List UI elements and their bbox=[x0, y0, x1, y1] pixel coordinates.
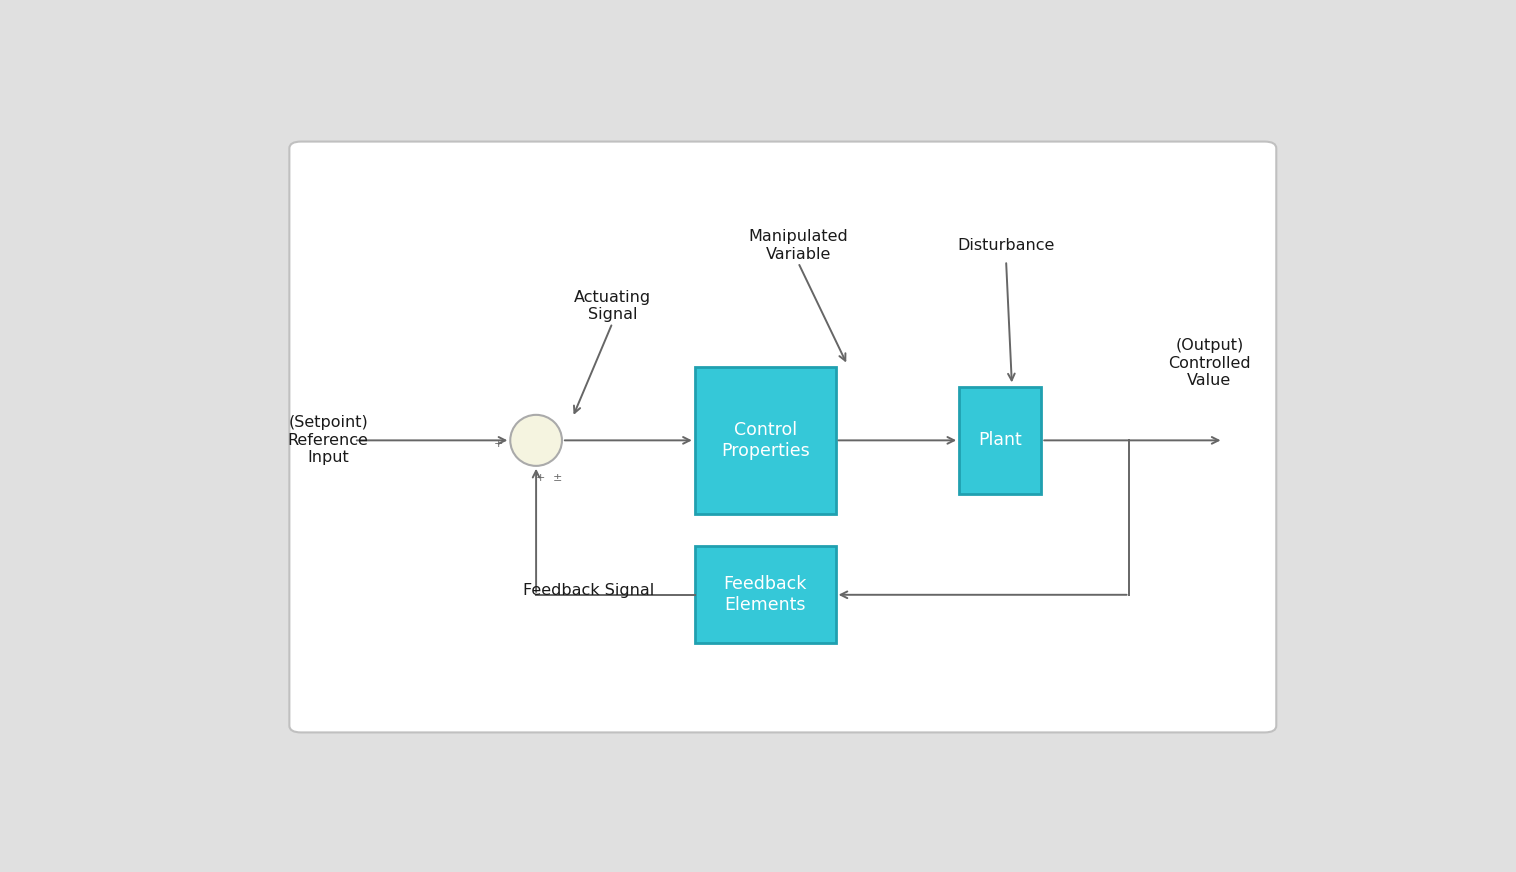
Text: Actuating
Signal: Actuating Signal bbox=[575, 290, 650, 323]
Text: Feedback
Elements: Feedback Elements bbox=[723, 576, 807, 614]
Bar bbox=[694, 546, 835, 644]
Text: (Setpoint)
Reference
Input: (Setpoint) Reference Input bbox=[288, 415, 368, 466]
Text: +: + bbox=[537, 473, 546, 483]
Text: Feedback Signal: Feedback Signal bbox=[523, 582, 655, 597]
Text: (Output)
Controlled
Value: (Output) Controlled Value bbox=[1167, 338, 1251, 388]
Text: ±: ± bbox=[552, 473, 562, 483]
Text: Manipulated
Variable: Manipulated Variable bbox=[749, 229, 847, 262]
FancyBboxPatch shape bbox=[290, 141, 1276, 732]
Text: +: + bbox=[494, 439, 503, 449]
Text: Plant: Plant bbox=[978, 432, 1022, 449]
Text: Disturbance: Disturbance bbox=[958, 238, 1055, 253]
Bar bbox=[694, 366, 835, 514]
Bar bbox=[960, 386, 1041, 494]
Text: Control
Properties: Control Properties bbox=[720, 421, 810, 460]
Ellipse shape bbox=[511, 415, 562, 466]
